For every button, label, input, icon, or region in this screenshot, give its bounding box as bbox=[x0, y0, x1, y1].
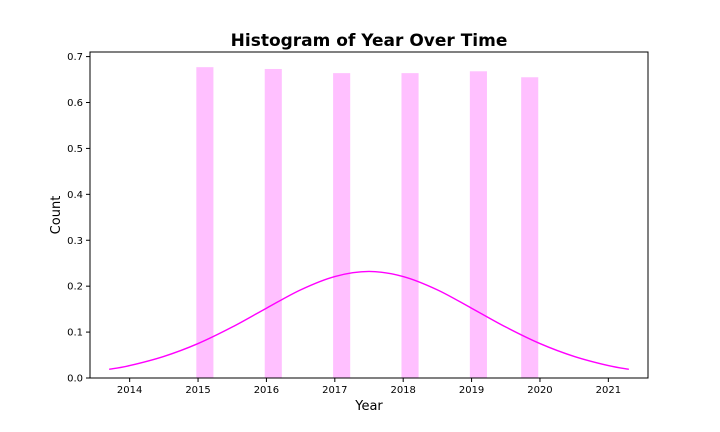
y-axis-ticks: 0.0 0.1 0.2 0.3 0.4 0.5 0.6 0.7 bbox=[67, 52, 90, 385]
histogram-bar-1 bbox=[264, 68, 282, 379]
y-tick-label: 0.1 bbox=[67, 328, 83, 339]
x-tick-label: 2020 bbox=[527, 385, 552, 396]
y-tick-label: 0.5 bbox=[67, 144, 83, 155]
y-tick-label: 0.2 bbox=[67, 282, 83, 293]
density-curve bbox=[109, 270, 629, 370]
y-tick-label: 0.0 bbox=[67, 374, 83, 385]
chart-title: Histogram of Year Over Time bbox=[231, 31, 508, 51]
histogram-bar-3 bbox=[401, 73, 419, 379]
plot-frame bbox=[89, 51, 649, 379]
x-tick-label: 2014 bbox=[117, 385, 142, 396]
x-tick-label: 2017 bbox=[322, 385, 347, 396]
x-tick-label: 2021 bbox=[596, 385, 621, 396]
y-tick-label: 0.6 bbox=[67, 98, 83, 109]
curve-layer bbox=[109, 270, 629, 370]
x-axis-ticks: 2014 2015 2016 2017 2018 2019 2020 2021 bbox=[117, 378, 621, 396]
x-tick-label: 2019 bbox=[459, 385, 484, 396]
histogram-bar-0 bbox=[196, 67, 214, 379]
y-axis-label: Count bbox=[49, 196, 64, 235]
x-tick-label: 2018 bbox=[390, 385, 415, 396]
y-tick-label: 0.3 bbox=[67, 236, 83, 247]
x-tick-label: 2015 bbox=[185, 385, 210, 396]
histogram-bar-4 bbox=[469, 71, 487, 378]
histogram-bar-2 bbox=[333, 73, 351, 379]
x-tick-label: 2016 bbox=[254, 385, 279, 396]
y-tick-label: 0.4 bbox=[67, 190, 83, 201]
y-tick-label: 0.7 bbox=[67, 52, 83, 63]
x-axis-label: Year bbox=[354, 399, 383, 414]
bars-layer bbox=[196, 67, 539, 379]
histogram-bar-5 bbox=[521, 77, 539, 378]
